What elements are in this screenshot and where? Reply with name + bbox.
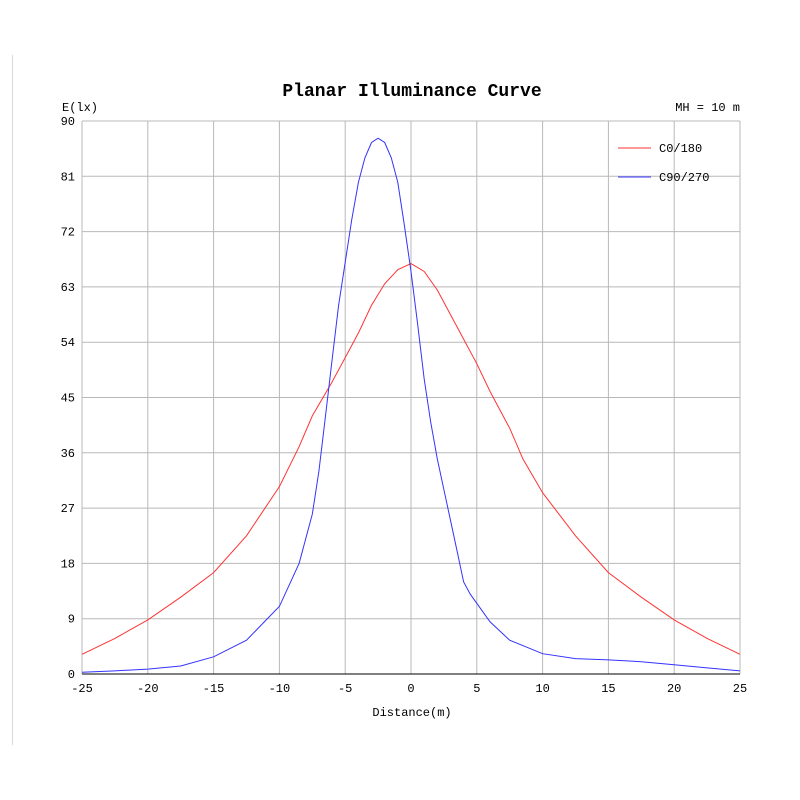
x-tick-label: -20 xyxy=(137,682,159,696)
x-tick-label: -5 xyxy=(338,682,352,696)
y-tick-label: 0 xyxy=(68,668,75,682)
y-tick-label: 27 xyxy=(61,502,75,516)
y-tick-label: 72 xyxy=(61,226,75,240)
x-tick-label: -25 xyxy=(71,682,93,696)
y-tick-label: 18 xyxy=(61,557,75,571)
series-lines xyxy=(81,137,741,673)
y-tick-label: 9 xyxy=(68,613,75,627)
chart-title: Planar Illuminance Curve xyxy=(282,82,541,102)
grid xyxy=(81,120,741,675)
mounting-height-annotation: MH = 10 m xyxy=(675,101,740,115)
page-border-line xyxy=(12,55,13,745)
x-tick-label: 0 xyxy=(407,682,414,696)
x-tick-label: 25 xyxy=(733,682,747,696)
series-line-C0-180 xyxy=(81,263,741,655)
y-axis-label: E(lx) xyxy=(62,101,98,115)
tick-labels: -25 -20 -15 -10 -5 0 5 10 15 20 25 0 9 18 27 36 45 54 63 72… xyxy=(61,115,748,696)
y-tick-label: 45 xyxy=(61,392,75,406)
legend: C0/180 C90/270 xyxy=(618,142,709,185)
legend-label: C0/180 xyxy=(659,142,702,156)
x-tick-label: 20 xyxy=(667,682,681,696)
legend-label: C90/270 xyxy=(659,171,709,185)
x-tick-label: 10 xyxy=(535,682,549,696)
y-tick-label: 54 xyxy=(61,336,75,350)
y-tick-label: 63 xyxy=(61,281,75,295)
x-tick-label: 5 xyxy=(473,682,480,696)
y-tick-label: 36 xyxy=(61,447,75,461)
x-tick-label: -10 xyxy=(269,682,291,696)
y-tick-label: 90 xyxy=(61,115,75,129)
x-tick-label: 15 xyxy=(601,682,615,696)
x-tick-label: -15 xyxy=(203,682,225,696)
series-line-C90-270 xyxy=(81,137,741,673)
y-tick-label: 81 xyxy=(61,170,75,184)
x-axis-label: Distance(m) xyxy=(372,706,451,720)
